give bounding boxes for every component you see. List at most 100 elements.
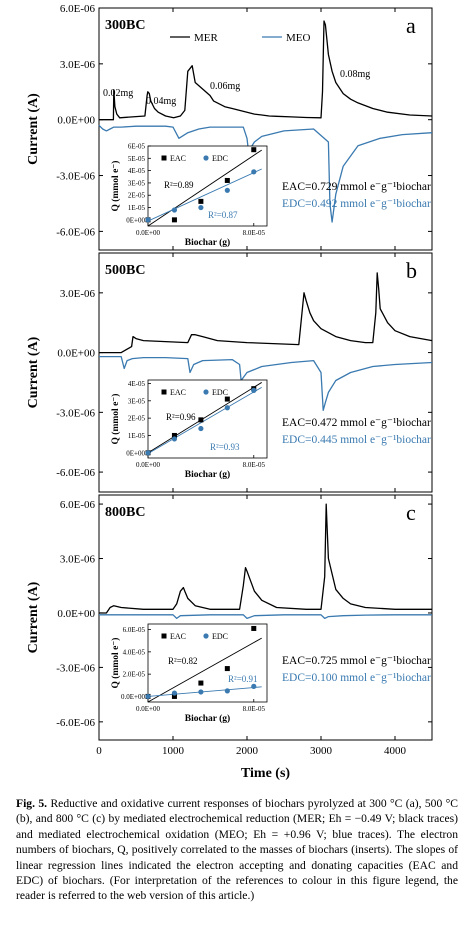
inset-legend-eac-swatch <box>161 155 167 161</box>
y-tick-label: -3.0E-06 <box>56 407 95 419</box>
y-axis-label: Current (A) <box>26 581 41 653</box>
edc-value-text: EDC=0.100 mmol e⁻g⁻¹biochar <box>282 672 431 684</box>
legend-mer-label: MER <box>194 32 219 44</box>
plot-frame <box>98 252 433 493</box>
figure-5: 6.0E-06 3.0E-06 0.0E+00 -3.0E-06 -6.0E-06 300… <box>26 3 433 781</box>
inset-legend-edc-swatch <box>203 633 209 639</box>
inset-y-tick-label: 4E-05 <box>128 380 146 388</box>
fit-line-eac <box>147 149 262 227</box>
eac-point <box>171 432 177 438</box>
inset-legend-eac-label: EAC <box>170 388 186 397</box>
inset-x-label: Biochar (g) <box>185 469 230 480</box>
inset-y-tick-label: 0.0E+00 <box>121 693 145 701</box>
r2-label-eac: R²=0.82 <box>168 656 198 666</box>
inset-y-label: Q (mmol e⁻) <box>110 394 121 445</box>
eac-value-text: EAC=0.729 mmol e⁻g⁻¹biochar <box>282 181 431 193</box>
y-tick-label: 6.0E-06 <box>60 499 96 511</box>
inset-y-tick-label: 1E-05 <box>128 204 146 212</box>
panel-c: 6.0E-06 3.0E-06 0.0E+00 -3.0E-06 -6.0E-06 800… <box>56 494 433 741</box>
panel-letter: a <box>406 13 416 38</box>
series-mer-line <box>99 272 433 354</box>
peak-label: 0.02mg <box>103 88 133 99</box>
panel-a: 6.0E-06 3.0E-06 0.0E+00 -3.0E-06 -6.0E-06 300… <box>56 3 433 251</box>
inset-y-tick-label: 6.0E-05 <box>123 626 146 634</box>
peak-label: 0.06mg <box>210 81 240 92</box>
edc-point <box>171 690 178 696</box>
plot-frame <box>98 494 433 741</box>
y-tick-label: -3.0E-06 <box>56 662 95 674</box>
y-tick-label: 0.0E+00 <box>57 348 95 360</box>
series-mer-line <box>99 503 432 614</box>
panel-letter: c <box>406 500 416 525</box>
peak-label: 0.08mg <box>340 69 370 80</box>
series-mer-line <box>99 20 433 121</box>
inset-y-tick-label: 5E-05 <box>128 155 146 163</box>
inset-x-label: Biochar (g) <box>185 713 230 724</box>
inset-x-tick-label: 0.0E+00 <box>136 705 160 713</box>
inset-c: 0.0E+00 2.0E-05 4.0E-05 6.0E-05 0.0E+00 8.0E-… <box>110 623 268 724</box>
panel-letter: b <box>406 258 417 283</box>
inset-x-tick-label: 0.0E+00 <box>136 461 160 469</box>
inset-legend-edc-label: EDC <box>212 154 228 163</box>
eac-point <box>224 396 230 402</box>
inset-legend-eac-swatch <box>161 389 167 395</box>
series-meo-line <box>99 614 432 620</box>
inset-x-tick-label: 8.0E-05 <box>243 229 266 237</box>
x-tick-label: 3000 <box>310 745 333 757</box>
eac-point <box>251 147 257 153</box>
inset-y-label: Q (mmol e⁻) <box>110 638 121 689</box>
x-tick-label: 4000 <box>384 745 407 757</box>
inset-y-tick-label: 1E-05 <box>128 432 146 440</box>
inset-y-tick-label: 4.0E-05 <box>123 648 146 656</box>
edc-point <box>224 405 230 411</box>
sample-label: 300BC <box>105 18 145 33</box>
inset-x-tick-label: 8.0E-05 <box>243 705 266 713</box>
fit-line-edc <box>147 168 262 222</box>
series-meo-line <box>98 124 433 223</box>
inset-y-tick-label: 2.0E-05 <box>123 671 146 679</box>
inset-legend-eac-label: EAC <box>170 154 186 163</box>
edc-point <box>224 187 230 193</box>
edc-point <box>145 693 151 700</box>
x-axis-label: Time (s) <box>241 766 290 781</box>
edc-value-text: EDC=0.445 mmol e⁻g⁻¹biochar <box>282 434 431 446</box>
figure-caption: Fig. 5. Reductive and oxidative current … <box>16 796 458 904</box>
inset-y-label: Q (mmol e⁻) <box>110 161 121 212</box>
inset-legend-eac-label: EAC <box>170 632 186 641</box>
y-tick-label: 3.0E-06 <box>60 554 96 566</box>
eac-point <box>224 177 230 183</box>
sample-label: 500BC <box>105 263 145 278</box>
edc-point <box>171 207 178 213</box>
y-tick-label: -3.0E-06 <box>56 171 95 183</box>
sample-label: 800BC <box>105 505 145 520</box>
inset-y-tick-label: 2E-05 <box>128 415 146 423</box>
fit-line-eac <box>147 637 262 703</box>
eac-point <box>224 666 230 672</box>
plot-frame <box>98 7 433 251</box>
inset-y-tick-label: 3E-05 <box>128 397 146 405</box>
inset-y-tick-label: 4E-05 <box>128 167 146 175</box>
r2-label-edc: R²=0.91 <box>228 674 258 684</box>
inset-y-tick-label: 3E-05 <box>128 179 146 187</box>
fit-line-edc <box>147 686 262 697</box>
inset-legend-edc-swatch <box>203 155 209 161</box>
y-tick-label: -6.0E-06 <box>56 226 95 238</box>
y-tick-label: 0.0E+00 <box>57 608 95 620</box>
edc-point <box>224 688 230 694</box>
eac-point <box>171 693 177 699</box>
inset-y-tick-label: 6E-05 <box>128 143 146 151</box>
edc-point <box>198 204 204 211</box>
inset-x-label: Biochar (g) <box>185 237 230 248</box>
y-tick-label: 0.0E+00 <box>57 115 95 127</box>
inset-a: 0E+00 1E-05 2E-05 3E-05 4E-05 5E-05 6E-05 0.0E+… <box>110 143 268 248</box>
caption-label: Fig. 5. <box>16 797 48 810</box>
r2-label-eac: R²=0.89 <box>164 180 194 190</box>
edc-point <box>198 689 204 695</box>
y-tick-label: -6.0E-06 <box>56 467 95 479</box>
edc-point <box>251 387 257 393</box>
legend-meo-label: MEO <box>286 32 311 44</box>
inset-x-tick-label: 0.0E+00 <box>136 229 160 237</box>
peak-label: 0.04mg <box>146 96 176 107</box>
edc-point <box>145 450 151 456</box>
edc-point <box>145 217 151 223</box>
